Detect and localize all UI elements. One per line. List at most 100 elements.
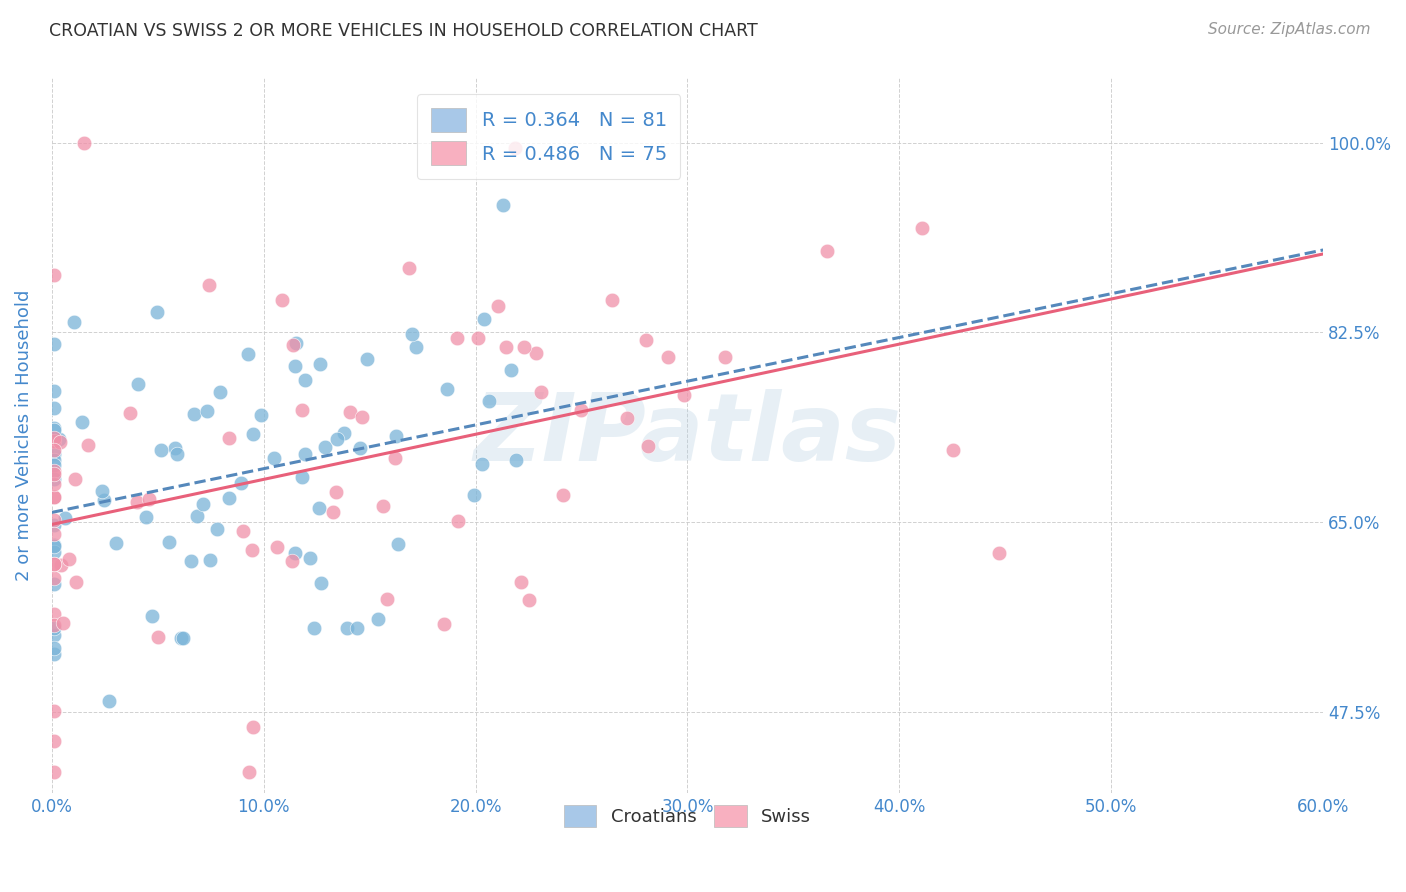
Point: [333, 426, 356, 441]
Point: [266, 541, 288, 555]
Point: [172, 631, 194, 645]
Point: [463, 488, 485, 502]
Point: [180, 554, 202, 568]
Point: [42, 734, 65, 748]
Point: [284, 335, 307, 350]
Point: [325, 484, 347, 499]
Point: [308, 357, 330, 371]
Point: [242, 427, 264, 442]
Point: [65, 574, 87, 589]
Point: [42, 490, 65, 504]
Point: [42, 558, 65, 572]
Point: [602, 293, 624, 307]
Point: [232, 524, 254, 538]
Point: [65, 472, 87, 486]
Point: [326, 432, 349, 446]
Point: [42, 442, 65, 457]
Point: [263, 451, 285, 466]
Point: [447, 514, 470, 528]
Point: [294, 447, 316, 461]
Point: [569, 403, 592, 417]
Point: [42, 431, 65, 445]
Text: ZIPatlas: ZIPatlas: [474, 390, 901, 482]
Point: [240, 542, 263, 557]
Point: [530, 384, 553, 399]
Point: [149, 443, 172, 458]
Point: [91, 483, 114, 498]
Point: [42, 558, 65, 572]
Point: [63, 315, 86, 329]
Point: [141, 609, 163, 624]
Point: [339, 405, 361, 419]
Point: [713, 350, 735, 364]
Point: [169, 631, 191, 645]
Point: [165, 441, 187, 455]
Point: [294, 373, 316, 387]
Point: [505, 141, 527, 155]
Point: [271, 293, 294, 307]
Point: [42, 473, 65, 487]
Point: [478, 394, 501, 409]
Point: [127, 376, 149, 391]
Point: [446, 331, 468, 345]
Point: [250, 408, 273, 422]
Point: [72, 415, 94, 429]
Point: [42, 621, 65, 635]
Point: [499, 362, 522, 376]
Point: [42, 544, 65, 558]
Point: [118, 406, 141, 420]
Point: [42, 539, 65, 553]
Point: [346, 621, 368, 635]
Point: [513, 340, 536, 354]
Point: [97, 694, 120, 708]
Point: [52, 616, 75, 631]
Point: [197, 277, 219, 292]
Point: [486, 299, 509, 313]
Point: [58, 552, 80, 566]
Point: [42, 527, 65, 541]
Point: [146, 630, 169, 644]
Point: [314, 440, 336, 454]
Point: [384, 450, 406, 465]
Point: [198, 552, 221, 566]
Point: [42, 640, 65, 655]
Point: [42, 628, 65, 642]
Point: [815, 244, 838, 259]
Point: [637, 439, 659, 453]
Point: [942, 442, 965, 457]
Point: [322, 505, 344, 519]
Point: [398, 260, 420, 275]
Point: [42, 423, 65, 437]
Point: [42, 571, 65, 585]
Point: [42, 401, 65, 416]
Point: [387, 537, 409, 551]
Point: [218, 431, 240, 445]
Point: [373, 500, 395, 514]
Point: [42, 513, 65, 527]
Point: [93, 493, 115, 508]
Point: [186, 508, 208, 523]
Point: [284, 546, 307, 560]
Point: [218, 491, 240, 505]
Point: [433, 617, 456, 632]
Point: [308, 501, 330, 516]
Point: [242, 720, 264, 734]
Point: [207, 522, 229, 536]
Point: [352, 410, 374, 425]
Point: [304, 621, 326, 635]
Point: [42, 577, 65, 591]
Point: [356, 351, 378, 366]
Point: [183, 408, 205, 422]
Point: [672, 388, 695, 402]
Point: [42, 467, 65, 481]
Point: [284, 359, 307, 373]
Point: [634, 333, 657, 347]
Point: [53, 511, 76, 525]
Point: [77, 438, 100, 452]
Point: [471, 457, 494, 471]
Point: [157, 535, 180, 549]
Point: [551, 487, 574, 501]
Point: [42, 337, 65, 351]
Point: [135, 510, 157, 524]
Point: [42, 458, 65, 472]
